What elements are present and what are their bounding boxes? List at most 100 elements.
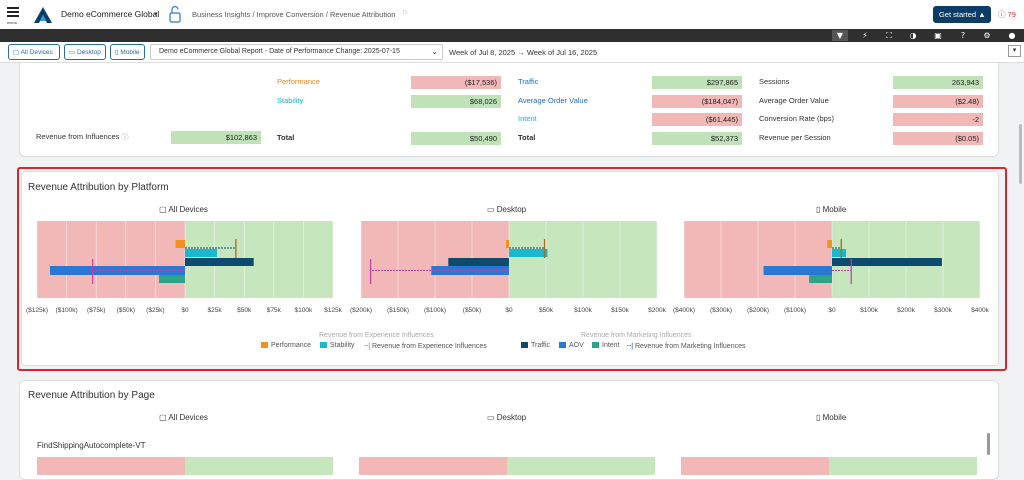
bar-performance xyxy=(827,240,832,248)
experience-total-label: Total xyxy=(277,133,295,142)
tick-label: ($50k) xyxy=(462,307,482,314)
get-started-button[interactable]: Get started ▲ xyxy=(933,6,991,23)
revenue-per-session-value: ($0.05) xyxy=(893,132,983,145)
report-select[interactable]: Demo eCommerce Global Report - Date of P… xyxy=(150,44,443,60)
page-chart-positive-bg xyxy=(185,457,333,475)
devices-icon: ▢ xyxy=(159,205,169,214)
chevron-down-icon[interactable]: ▾ xyxy=(154,11,158,18)
tick-label: ($150k) xyxy=(386,307,410,314)
pin-icon[interactable]: ⚐ xyxy=(402,10,409,17)
tick-label: ($100k) xyxy=(55,307,78,314)
platform-label-desktop: ▭ Desktop xyxy=(487,205,527,214)
tick-label: $200k xyxy=(897,307,915,314)
intent-label: Intent xyxy=(518,114,537,123)
performance-swatch xyxy=(261,342,268,348)
legend-experience-revenue[interactable]: ┄| Revenue from Experience Influences xyxy=(364,343,487,350)
aov-label: Average Order Value xyxy=(518,96,588,105)
sessions-label: Sessions xyxy=(759,77,790,86)
info-panel-icon[interactable]: ▣ xyxy=(934,31,942,40)
legend-traffic[interactable]: Traffic xyxy=(521,342,550,349)
mobile-button[interactable]: ▯ Mobile xyxy=(110,44,145,60)
tick-label: $0 xyxy=(828,307,836,314)
tick-label: $300k xyxy=(934,307,952,314)
stability-label: Stability xyxy=(277,96,304,105)
performance-label: Performance xyxy=(277,77,320,86)
legend-intent[interactable]: Intent xyxy=(592,342,620,349)
tick-label: $100k xyxy=(574,307,592,314)
devices-icon: ▢ xyxy=(13,49,20,56)
bolt-icon[interactable]: ⚡ xyxy=(862,31,868,40)
report-select-value: Demo eCommerce Global Report - Date of P… xyxy=(159,48,400,55)
filter-icon[interactable]: ▼ xyxy=(832,30,848,41)
aov-swatch xyxy=(559,342,566,348)
marketing-total-value: $52,373 xyxy=(652,132,742,145)
legend-stability[interactable]: Stability xyxy=(320,342,355,349)
bar-aov xyxy=(763,266,832,275)
info-icon[interactable]: ⓘ xyxy=(121,134,129,141)
intent-value: ($61,445) xyxy=(652,113,742,126)
tick-label: $100k xyxy=(294,307,313,314)
legend-experience-title: Revenue from Experience Influences xyxy=(319,332,434,339)
chart-desktop xyxy=(360,221,658,298)
platform-label-all-devices: ▢ All Devices xyxy=(159,205,208,214)
collapse-toggle-button[interactable]: ▾ xyxy=(1008,45,1021,57)
chart-all-devices xyxy=(36,221,334,298)
lock-icon[interactable] xyxy=(168,5,182,23)
tick-label: ($125k) xyxy=(25,307,49,314)
dashed-line-icon: ┄| xyxy=(364,343,372,350)
tick-label: $75k xyxy=(266,307,281,314)
negative-region xyxy=(37,221,185,298)
aov-value: ($184,047) xyxy=(652,95,742,108)
tick-label: ($75k) xyxy=(86,307,106,314)
help-icon[interactable]: ? xyxy=(960,31,966,40)
tick-label: ($200k) xyxy=(349,307,373,314)
org-name[interactable]: Demo eCommerce Global xyxy=(61,9,160,19)
bar-performance xyxy=(175,240,185,248)
tick-label: ($400k) xyxy=(672,307,696,314)
sessions-value: 263,943 xyxy=(893,76,983,89)
filter-bar: ▢ All Devices ▭ Desktop ▯ Mobile Demo eC… xyxy=(0,42,1024,63)
summary-card xyxy=(19,63,999,157)
tick-label: ($300k) xyxy=(709,307,733,314)
platform-section-title: Revenue Attribution by Platform xyxy=(28,182,169,193)
tick-label: $150k xyxy=(611,307,629,314)
legend-aov[interactable]: AOV xyxy=(559,342,584,349)
page-chart-negative-bg xyxy=(681,457,829,475)
page-section-title: Revenue Attribution by Page xyxy=(28,390,155,401)
page-platform-all-devices: ▢ All Devices xyxy=(159,413,208,422)
tick-label: $50k xyxy=(237,307,252,314)
bar-traffic xyxy=(832,258,942,266)
all-devices-button[interactable]: ▢ All Devices xyxy=(8,44,60,60)
chart-mobile xyxy=(683,221,981,298)
scrollbar-thumb[interactable] xyxy=(1019,124,1022,184)
avg-order-value-value: ($2.48) xyxy=(893,95,983,108)
experience-total-value: $50,490 xyxy=(411,132,501,145)
user-icon[interactable]: ● xyxy=(1008,31,1016,40)
legend-performance[interactable]: Performance xyxy=(261,342,311,349)
performance-value: ($17,536) xyxy=(411,76,501,89)
legend-marketing-revenue[interactable]: ┄| Revenue from Marketing Influences xyxy=(627,343,746,350)
bar-performance xyxy=(506,240,509,248)
menu-label: menu xyxy=(7,20,18,25)
bar-stability xyxy=(832,249,847,257)
menu-button[interactable]: menu xyxy=(6,5,22,25)
tick-label: $0 xyxy=(181,307,189,314)
week-range[interactable]: Week of Jul 8, 2025 → Week of Jul 16, 20… xyxy=(449,48,598,57)
tick-label: ($50k) xyxy=(116,307,136,314)
gear-icon[interactable]: ⚙ xyxy=(983,31,991,40)
page-chart-positive-bg xyxy=(829,457,977,475)
tick-label: $0 xyxy=(505,307,513,314)
desktop-button[interactable]: ▭ Desktop xyxy=(64,44,106,60)
alert-indicator[interactable]: ⓘ 79 xyxy=(998,9,1016,20)
avg-order-value-label: Average Order Value xyxy=(759,96,829,105)
mobile-icon: ▯ xyxy=(115,49,119,56)
inner-scrollbar-thumb[interactable] xyxy=(987,433,990,455)
breadcrumb: Business Insights / Improve Conversion /… xyxy=(192,10,396,19)
page-platform-desktop: ▭ Desktop xyxy=(487,413,527,422)
bar-aov xyxy=(431,266,509,275)
revenue-per-session-label: Revenue per Session xyxy=(759,133,831,142)
bar-traffic xyxy=(448,258,509,266)
contrast-icon[interactable]: ◑ xyxy=(909,31,917,40)
fullscreen-icon[interactable]: ⛶ xyxy=(886,31,892,40)
revenue-from-influences-label: Revenue from Influences ⓘ xyxy=(36,132,129,141)
